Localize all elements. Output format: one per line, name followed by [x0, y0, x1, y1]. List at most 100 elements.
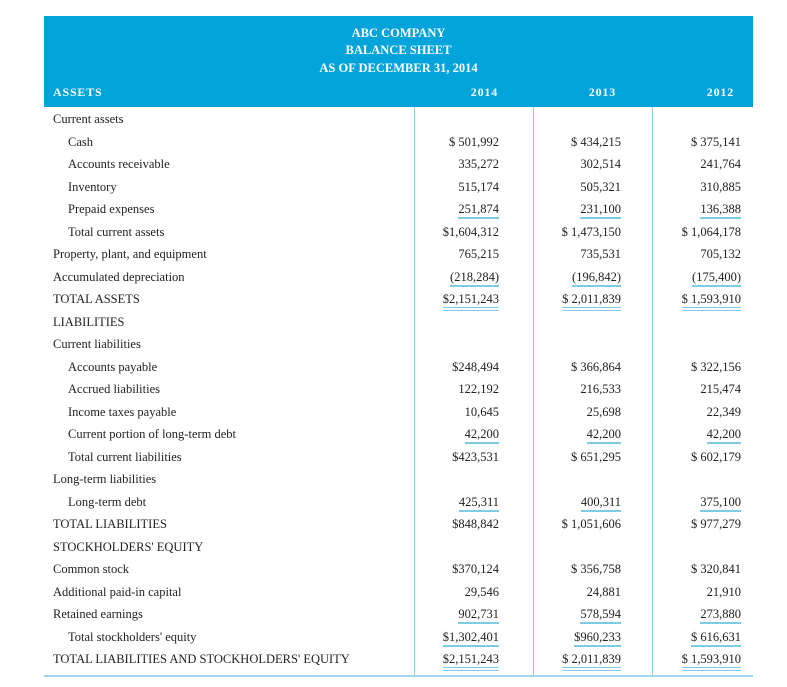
company-name: ABC COMPANY [351, 26, 446, 40]
table-row: TOTAL LIABILITIES $848,842 $ 1,051,606 $ 97… [44, 514, 753, 536]
cell-value-2012: $ 602,179 [691, 449, 741, 464]
col-header-2013: 2013 [588, 85, 616, 99]
cell-value-2012: (175,400) [692, 270, 741, 287]
row-label: Retained earnings [53, 607, 143, 621]
cell-value-2012: 273,880 [700, 607, 741, 624]
cell-value-2013: 24,881 [586, 584, 621, 599]
cell-value-2014: 10,645 [464, 404, 499, 419]
table-row: Current liabilities [44, 334, 753, 356]
cell-value-2012: $ 320,841 [691, 562, 741, 576]
row-label: TOTAL LIABILITIES AND STOCKHOLDERS' EQUI… [53, 652, 350, 666]
cell-value-2014: $248,494 [452, 359, 499, 374]
table-row: LIABILITIES [44, 312, 753, 334]
cell-value-2014: $423,531 [452, 449, 499, 464]
row-label: TOTAL LIABILITIES [53, 517, 167, 531]
cell-value-2013: 42,200 [586, 427, 621, 444]
row-label: Current assets [53, 112, 124, 126]
cell-value-2014: 42,200 [464, 427, 499, 444]
column-divider [414, 107, 415, 675]
cell-value-2013: 302,514 [580, 157, 621, 171]
cell-value-2012: $ 1,593,910 [681, 292, 741, 311]
cell-value-2014: $ 501,992 [449, 134, 499, 149]
cell-value-2014: 29,546 [464, 584, 499, 599]
cell-value-2014: (218,284) [450, 270, 499, 287]
cell-value-2013: $ 2,011,839 [562, 292, 621, 311]
cell-value-2013: 25,698 [586, 404, 621, 419]
row-label: LIABILITIES [53, 314, 125, 329]
cell-value-2012: 215,474 [700, 382, 741, 396]
cell-value-2013: 578,594 [580, 607, 621, 624]
table-header: ABC COMPANY BALANCE SHEET AS OF DECEMBER… [44, 16, 753, 107]
column-divider [652, 107, 653, 675]
cell-value-2013: $ 366,864 [571, 359, 621, 374]
table-row: Cash $ 501,992 $ 434,215 $ 375,141 [44, 132, 753, 154]
cell-value-2013: $ 434,215 [571, 134, 621, 149]
cell-value-2013: $ 1,051,606 [561, 517, 621, 531]
cell-value-2012: 241,764 [700, 157, 741, 171]
row-label: Accumulated depreciation [53, 269, 185, 284]
table-row: Accrued liabilities 122,192 216,533 215,474 [44, 379, 753, 401]
table-row: Long-term debt 425,311 400,311 375,100 [44, 492, 753, 514]
row-label: Accounts receivable [68, 157, 170, 171]
cell-value-2014: 335,272 [458, 157, 499, 171]
table-row: Prepaid expenses 251,874 231,100 136,388 [44, 199, 753, 221]
row-label: Long-term debt [68, 494, 147, 509]
table-row: Accounts payable $248,494 $ 366,864 $ 322,1… [44, 357, 753, 379]
cell-value-2014: 122,192 [458, 382, 499, 396]
cell-value-2012: 21,910 [706, 584, 741, 599]
cell-value-2014: 515,174 [458, 179, 499, 194]
cell-value-2013: 505,321 [580, 179, 621, 194]
cell-value-2012: $ 1,064,178 [681, 224, 741, 239]
table-body: Current assets Cash $ 501,992 $ 434,215 $ 37… [44, 107, 753, 677]
cell-value-2012: $ 1,593,910 [681, 652, 741, 671]
table-row: Current portion of long-term debt 42,200 4… [44, 424, 753, 446]
statement-date: AS OF DECEMBER 31, 2014 [319, 61, 478, 75]
cell-value-2012: $ 375,141 [691, 134, 741, 149]
balance-sheet: ABC COMPANY BALANCE SHEET AS OF DECEMBER… [44, 16, 753, 677]
cell-value-2013: (196,842) [572, 270, 621, 287]
cell-value-2012: 375,100 [700, 495, 741, 512]
row-label: Accounts payable [68, 359, 158, 374]
row-label: Additional paid-in capital [53, 584, 182, 599]
cell-value-2012: 310,885 [700, 179, 741, 194]
row-label: Inventory [68, 179, 117, 194]
row-label: Cash [68, 134, 93, 149]
row-label: Accrued liabilities [68, 382, 160, 396]
table-row: Property, plant, and equipment 765,215 735… [44, 244, 753, 266]
table-row: TOTAL ASSETS $2,151,243 $ 2,011,839 $ 1,593… [44, 289, 753, 311]
cell-value-2012: 705,132 [700, 247, 741, 261]
cell-value-2012: $ 977,279 [691, 517, 741, 531]
row-label: Common stock [53, 562, 130, 576]
cell-value-2014: $1,302,401 [442, 630, 499, 647]
row-label: Prepaid expenses [68, 202, 155, 216]
table-row: Income taxes payable 10,645 25,698 22,349 [44, 402, 753, 424]
cell-value-2013: 735,531 [580, 247, 621, 261]
statement-title: BALANCE SHEET [345, 43, 452, 57]
cell-value-2013: $ 2,011,839 [562, 652, 621, 671]
cell-value-2012: 22,349 [706, 404, 741, 419]
cell-value-2014: 251,874 [458, 202, 499, 219]
row-label: STOCKHOLDERS' EQUITY [53, 539, 204, 554]
cell-value-2014: $1,604,312 [442, 224, 499, 239]
cell-value-2012: $ 616,631 [691, 630, 741, 647]
cell-value-2014: 902,731 [458, 607, 499, 624]
row-label: Total current assets [68, 224, 165, 239]
section-label-assets: ASSETS [53, 85, 103, 99]
row-label: Current liabilities [53, 337, 141, 351]
cell-value-2014: 765,215 [458, 247, 499, 261]
table-row: Long-term liabilities [44, 469, 753, 491]
table-row: Accounts receivable 335,272 302,514 241,764 [44, 154, 753, 176]
row-label: Total stockholders' equity [68, 629, 197, 644]
column-divider [533, 107, 534, 675]
row-label: Long-term liabilities [53, 472, 157, 486]
row-label: Property, plant, and equipment [53, 247, 207, 261]
table-row: STOCKHOLDERS' EQUITY [44, 537, 753, 559]
col-header-2014: 2014 [470, 85, 498, 99]
table-row: Additional paid-in capital 29,546 24,881 21… [44, 582, 753, 604]
cell-value-2014: $2,151,243 [442, 292, 499, 311]
cell-value-2013: $960,233 [574, 630, 621, 647]
row-label: Current portion of long-term debt [68, 427, 237, 441]
cell-value-2014: $2,151,243 [442, 652, 499, 671]
table-row: TOTAL LIABILITIES AND STOCKHOLDERS' EQUI… [44, 649, 753, 671]
row-label: Income taxes payable [68, 404, 177, 419]
